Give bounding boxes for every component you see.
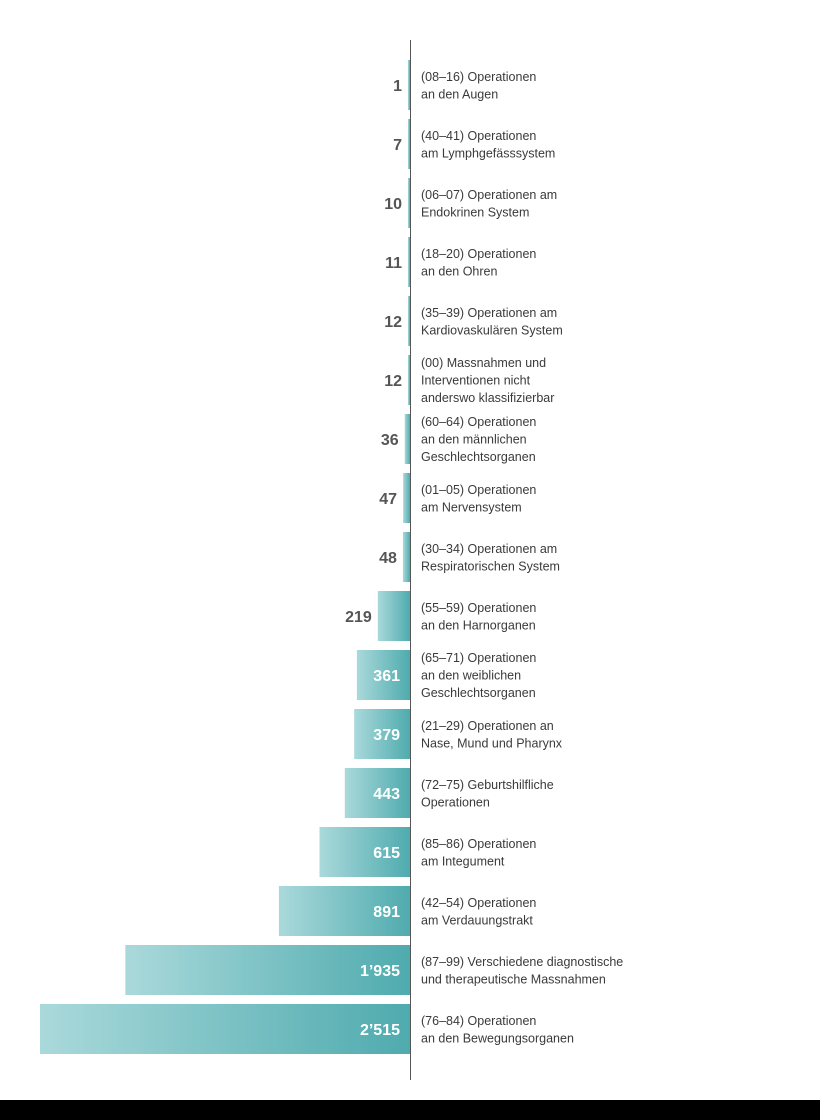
category-label: (21–29) Operationen an Nase, Mund und Pha… bbox=[421, 719, 563, 751]
value-label: 361 bbox=[373, 668, 400, 685]
category-label: (87–99) Verschiedene diagnostische und th… bbox=[421, 955, 623, 987]
category-label-line: (06–07) Operationen am bbox=[421, 188, 557, 202]
category-label-line: (00) Massnahmen und bbox=[421, 356, 546, 370]
category-label-line: (30–34) Operationen am bbox=[421, 542, 557, 556]
bar bbox=[404, 414, 410, 464]
labels-group: 1 (08–16) Operationen an den Augen 7 (40–41)… bbox=[345, 70, 623, 1046]
bar bbox=[377, 591, 410, 641]
category-label: (42–54) Operationen am Verdauungstrakt bbox=[421, 896, 536, 928]
category-label-line: an den Augen bbox=[421, 87, 498, 101]
category-label: (40–41) Operationen am Lymphgefässsystem bbox=[421, 129, 555, 161]
category-label-line: Endokrinen System bbox=[421, 205, 529, 219]
bar bbox=[408, 237, 410, 287]
category-label: (30–34) Operationen am Respiratorischen S… bbox=[421, 542, 560, 574]
category-label-line: am Nervensystem bbox=[421, 500, 522, 514]
category-label: (06–07) Operationen am Endokrinen System bbox=[421, 188, 557, 220]
category-label-line: (60–64) Operationen bbox=[421, 415, 536, 429]
value-label: 7 bbox=[393, 137, 402, 154]
category-label-line: (08–16) Operationen bbox=[421, 70, 536, 84]
category-label-line: und therapeutische Massnahmen bbox=[421, 972, 606, 986]
value-label: 891 bbox=[373, 904, 400, 921]
bar bbox=[408, 296, 410, 346]
value-label: 11 bbox=[385, 255, 402, 272]
bar bbox=[319, 827, 410, 877]
category-label-line: (72–75) Geburtshilfliche bbox=[421, 778, 554, 792]
category-label: (60–64) Operationen an den männlichen Gesc… bbox=[421, 415, 536, 464]
category-label: (01–05) Operationen am Nervensystem bbox=[421, 483, 536, 515]
footer-bar bbox=[0, 1100, 820, 1120]
value-label: 219 bbox=[345, 609, 372, 626]
category-label: (65–71) Operationen an den weiblichen Gesc… bbox=[421, 651, 536, 700]
category-label-line: Nase, Mund und Pharynx bbox=[421, 736, 563, 750]
category-label-line: Operationen bbox=[421, 795, 490, 809]
bar bbox=[402, 532, 410, 582]
category-label-line: (21–29) Operationen an bbox=[421, 719, 554, 733]
category-label-line: (55–59) Operationen bbox=[421, 601, 536, 615]
value-label: 12 bbox=[384, 314, 402, 331]
value-label: 1 bbox=[393, 78, 402, 95]
value-label: 1’935 bbox=[360, 963, 400, 980]
category-label-line: (76–84) Operationen bbox=[421, 1014, 536, 1028]
category-label-line: Respiratorischen System bbox=[421, 559, 560, 573]
category-label-line: (01–05) Operationen bbox=[421, 483, 536, 497]
value-label: 47 bbox=[379, 491, 397, 508]
category-label: (72–75) Geburtshilfliche Operationen bbox=[421, 778, 554, 810]
category-label-line: an den Ohren bbox=[421, 264, 497, 278]
bar bbox=[408, 355, 410, 405]
category-label-line: (40–41) Operationen bbox=[421, 129, 536, 143]
bar bbox=[125, 945, 411, 995]
category-label: (85–86) Operationen am Integument bbox=[421, 837, 536, 869]
value-label: 36 bbox=[381, 432, 399, 449]
category-label-line: Kardiovaskulären System bbox=[421, 323, 563, 337]
bar bbox=[354, 709, 410, 759]
category-label-line: Interventionen nicht bbox=[421, 374, 531, 388]
bars-group bbox=[40, 60, 411, 1054]
category-label: (18–20) Operationen an den Ohren bbox=[421, 247, 536, 279]
category-label-line: (35–39) Operationen am bbox=[421, 306, 557, 320]
bar bbox=[356, 650, 410, 700]
category-label-line: (85–86) Operationen bbox=[421, 837, 536, 851]
category-label-line: Geschlechtsorganen bbox=[421, 450, 536, 464]
category-label-line: an den Harnorganen bbox=[421, 618, 536, 632]
category-label: (55–59) Operationen an den Harnorganen bbox=[421, 601, 536, 633]
value-label: 12 bbox=[384, 373, 402, 390]
category-label-line: an den Bewegungsorganen bbox=[421, 1031, 574, 1045]
bar bbox=[408, 119, 410, 169]
category-label-line: an den männlichen bbox=[421, 433, 527, 447]
category-label-line: am Lymphgefässsystem bbox=[421, 146, 555, 160]
bar bbox=[344, 768, 410, 818]
category-label-line: (65–71) Operationen bbox=[421, 651, 536, 665]
bar bbox=[278, 886, 410, 936]
value-label: 443 bbox=[373, 786, 400, 803]
category-label-line: (87–99) Verschiedene diagnostische bbox=[421, 955, 623, 969]
category-label: (08–16) Operationen an den Augen bbox=[421, 70, 536, 102]
bar bbox=[40, 1004, 410, 1054]
value-label: 615 bbox=[373, 845, 400, 862]
bar bbox=[403, 473, 410, 523]
value-label: 10 bbox=[384, 196, 402, 213]
category-label-line: am Integument bbox=[421, 854, 505, 868]
category-label: (76–84) Operationen an den Bewegungsorgan… bbox=[421, 1014, 574, 1046]
category-label-line: am Verdauungstrakt bbox=[421, 913, 533, 927]
category-label: (35–39) Operationen am Kardiovaskulären S… bbox=[421, 306, 563, 338]
value-label: 2’515 bbox=[360, 1022, 400, 1039]
category-label-line: (42–54) Operationen bbox=[421, 896, 536, 910]
value-label: 379 bbox=[373, 727, 400, 744]
category-label-line: an den weiblichen bbox=[421, 669, 521, 683]
category-label-line: Geschlechtsorganen bbox=[421, 686, 536, 700]
bar bbox=[408, 60, 410, 110]
bar bbox=[408, 178, 410, 228]
category-label-line: (18–20) Operationen bbox=[421, 247, 536, 261]
value-label: 48 bbox=[379, 550, 397, 567]
category-label: (00) Massnahmen und Interventionen nicht a… bbox=[421, 356, 554, 405]
category-label-line: anderswo klassifizierbar bbox=[421, 391, 554, 405]
